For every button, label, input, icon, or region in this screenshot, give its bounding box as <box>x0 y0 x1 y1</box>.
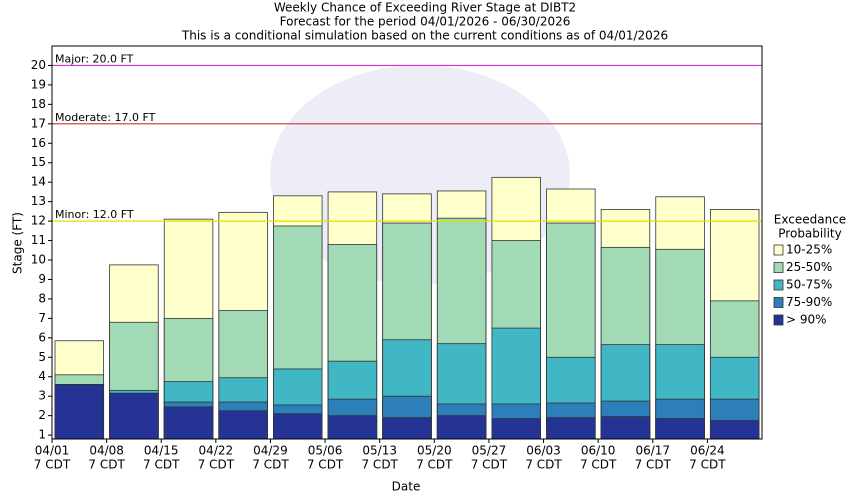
bar-segment <box>546 417 596 440</box>
y-tick-label: 7 <box>38 311 46 325</box>
x-tick-sublabel: 7 CDT <box>88 458 125 472</box>
bar-segment <box>709 420 760 440</box>
x-axis-label: Date <box>392 480 421 494</box>
chart-title: Weekly Chance of Exceeding River Stage a… <box>274 1 576 15</box>
y-tick-label: 11 <box>31 233 46 247</box>
x-tick-label: 04/01 <box>35 444 70 458</box>
y-tick-label: 6 <box>38 330 46 344</box>
x-tick-sublabel: 7 CDT <box>34 458 71 472</box>
y-tick-label: 14 <box>31 175 46 189</box>
bar-segment <box>436 415 487 440</box>
y-tick-label: 3 <box>38 389 46 403</box>
x-tick-label: 05/06 <box>308 444 343 458</box>
y-tick-label: 10 <box>31 253 46 267</box>
x-tick-sublabel: 7 CDT <box>635 458 672 472</box>
bar-segment <box>163 406 214 440</box>
chart-note: This is a conditional simulation based o… <box>181 29 668 43</box>
x-tick-label: 04/15 <box>144 444 179 458</box>
x-tick-sublabel: 7 CDT <box>252 458 289 472</box>
x-tick-label: 06/17 <box>635 444 670 458</box>
x-tick-label: 06/03 <box>526 444 561 458</box>
chart-subtitle: Forecast for the period 04/01/2026 - 06/… <box>280 15 571 29</box>
x-tick-sublabel: 7 CDT <box>471 458 508 472</box>
threshold-label: Minor: 12.0 FT <box>55 208 134 221</box>
bar-segment <box>491 418 541 440</box>
x-tick-sublabel: 7 CDT <box>307 458 344 472</box>
bar-segment <box>273 413 323 440</box>
y-tick-label: 16 <box>31 136 46 150</box>
threshold-label: Moderate: 17.0 FT <box>55 111 156 124</box>
x-tick-label: 05/27 <box>472 444 507 458</box>
x-tick-label: 04/08 <box>89 444 124 458</box>
x-tick-sublabel: 7 CDT <box>525 458 562 472</box>
y-tick-label: 13 <box>31 194 46 208</box>
x-tick-label: 05/13 <box>362 444 397 458</box>
y-tick-label: 4 <box>38 369 46 383</box>
legend-title: Probability <box>778 227 841 241</box>
legend-swatch <box>773 244 784 256</box>
bar-segment <box>382 417 432 440</box>
y-tick-label: 8 <box>38 291 46 305</box>
legend-label: 50-75% <box>786 278 832 292</box>
x-tick-sublabel: 7 CDT <box>198 458 235 472</box>
x-tick-label: 04/29 <box>253 444 288 458</box>
bar-segment <box>218 410 268 440</box>
x-tick-sublabel: 7 CDT <box>361 458 398 472</box>
y-tick-label: 18 <box>31 97 46 111</box>
legend-title: Exceedance <box>774 213 846 227</box>
bar-segment <box>600 416 651 440</box>
x-tick-sublabel: 7 CDT <box>143 458 180 472</box>
legend-swatch <box>773 262 784 273</box>
bar-segment <box>109 392 159 440</box>
x-tick-sublabel: 7 CDT <box>689 458 726 472</box>
legend-label: 10-25% <box>786 243 832 257</box>
y-tick-label: 19 <box>31 77 46 91</box>
legend-swatch <box>773 314 784 326</box>
y-tick-label: 9 <box>38 272 46 286</box>
x-tick-sublabel: 7 CDT <box>580 458 617 472</box>
legend-swatch <box>773 279 784 291</box>
y-tick-label: 12 <box>31 214 46 228</box>
y-tick-label: 5 <box>38 350 46 364</box>
x-tick-label: 04/22 <box>199 444 234 458</box>
threshold-label: Major: 20.0 FT <box>55 52 134 65</box>
y-tick-label: 20 <box>31 58 46 72</box>
bar-segment <box>655 418 705 440</box>
y-axis-label: Stage (FT) <box>11 212 25 274</box>
x-tick-label: 06/24 <box>690 444 725 458</box>
x-tick-label: 06/10 <box>581 444 616 458</box>
y-tick-label: 2 <box>38 408 46 422</box>
x-tick-sublabel: 7 CDT <box>416 458 453 472</box>
bar-segment <box>327 415 378 440</box>
y-tick-label: 1 <box>38 428 46 442</box>
plot-frame <box>51 45 763 440</box>
y-tick-label: 17 <box>31 116 46 130</box>
bar-segment <box>54 384 105 440</box>
legend-label: > 90% <box>786 313 827 327</box>
y-tick-label: 15 <box>31 155 46 169</box>
x-tick-label: 05/20 <box>417 444 452 458</box>
legend-swatch <box>773 297 784 308</box>
legend-label: 25-50% <box>786 260 832 274</box>
legend-label: 75-90% <box>786 295 832 309</box>
